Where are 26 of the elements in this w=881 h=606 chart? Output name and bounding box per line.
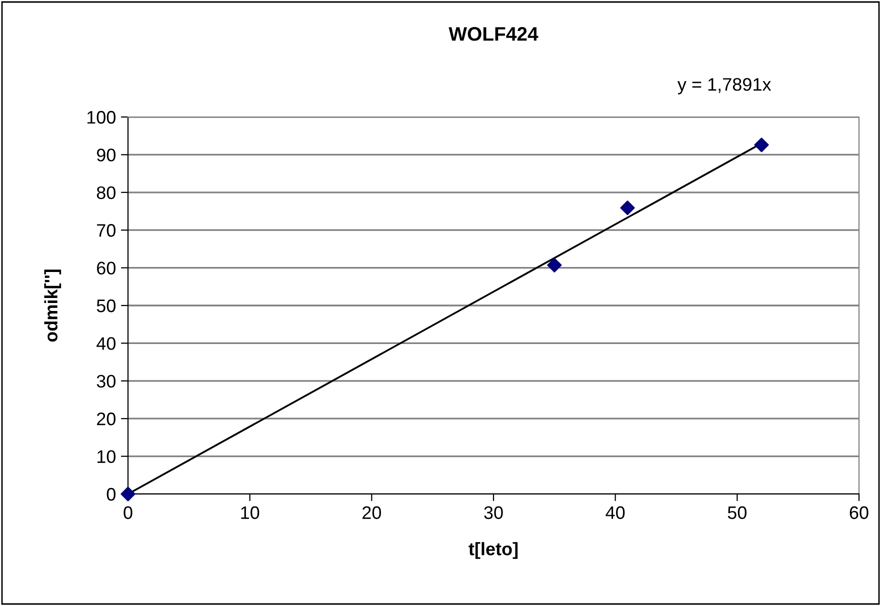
point [120,486,136,502]
y-tick-label: 20 [97,412,116,426]
y-tick-label: 0 [106,488,116,501]
x-tick-label: 60 [850,506,868,520]
x-tick-label: 0 [124,506,132,520]
y-tick-label: 70 [97,224,116,237]
y-tick-label: 40 [96,337,116,350]
x-tick-label: 30 [484,506,503,520]
chart-title: WOLF424 [448,27,538,41]
x-axis-title: t[leto] [468,542,518,559]
x-tick-label: 50 [728,506,747,520]
y-tick-label: 100 [87,110,116,124]
point [754,138,769,152]
x-tick-label: 10 [241,506,260,520]
x-tick-label: 20 [362,506,382,520]
y-tick-label: 50 [96,299,116,312]
y-tick-label: 80 [96,186,116,200]
y-tick-label: 90 [96,148,116,162]
y-tick-label: 60 [97,262,116,275]
y-tick-label: 10 [97,450,116,464]
y-axis-title: odmik[''] [44,270,62,342]
point [547,258,562,272]
y-tick-label: 30 [96,374,116,388]
point [620,200,635,216]
x-tick-label: 40 [606,506,625,520]
text: y = 1,7891x [677,78,772,94]
